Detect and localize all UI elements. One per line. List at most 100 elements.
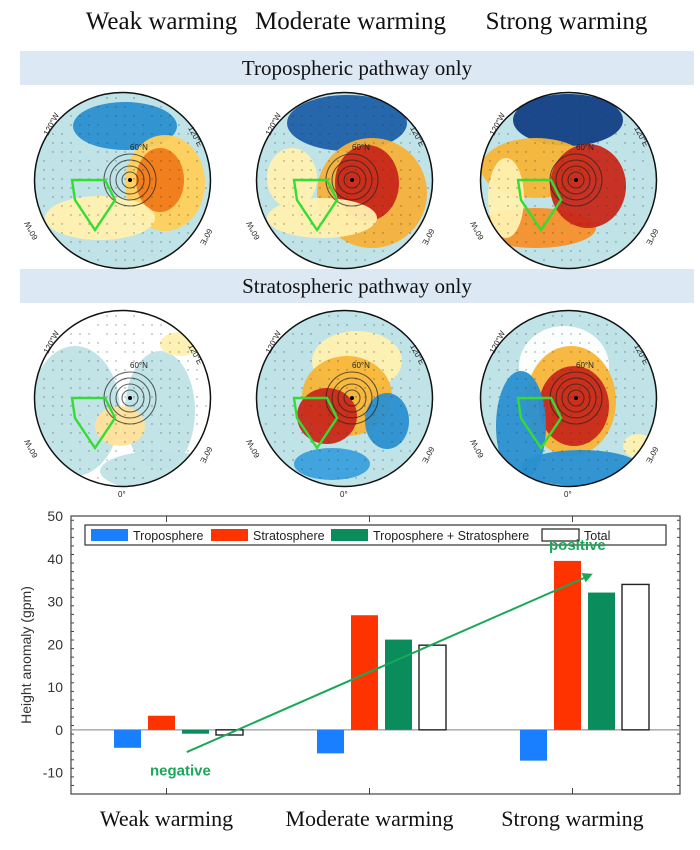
- significance-dot: [418, 205, 420, 207]
- significance-dot: [319, 414, 321, 416]
- significance-dot: [88, 378, 90, 380]
- significance-dot: [106, 414, 108, 416]
- significance-dot: [43, 178, 45, 180]
- significance-dot: [615, 423, 617, 425]
- bar-stratosphere-0: [148, 715, 175, 730]
- significance-dot: [310, 468, 312, 470]
- significance-dot: [337, 106, 339, 108]
- significance-dot: [409, 432, 411, 434]
- significance-dot: [507, 232, 509, 234]
- significance-dot: [328, 187, 330, 189]
- significance-dot: [70, 405, 72, 407]
- significance-dot: [561, 360, 563, 362]
- significance-dot: [579, 351, 581, 353]
- significance-dot: [561, 106, 563, 108]
- significance-dot: [606, 450, 608, 452]
- significance-dot: [570, 396, 572, 398]
- significance-dot: [133, 387, 135, 389]
- significance-dot: [373, 369, 375, 371]
- significance-dot: [106, 106, 108, 108]
- significance-dot: [489, 387, 491, 389]
- significance-dot: [355, 450, 357, 452]
- significance-dot: [552, 187, 554, 189]
- significance-dot: [400, 405, 402, 407]
- significance-dot: [507, 151, 509, 153]
- significance-dot: [552, 232, 554, 234]
- significance-dot: [106, 459, 108, 461]
- significance-dot: [525, 342, 527, 344]
- significance-dot: [624, 378, 626, 380]
- significance-dot: [151, 142, 153, 144]
- significance-dot: [115, 205, 117, 207]
- significance-dot: [274, 178, 276, 180]
- y-tick-label: 50: [47, 508, 63, 524]
- significance-dot: [115, 477, 117, 479]
- significance-dot: [409, 441, 411, 443]
- significance-dot: [561, 196, 563, 198]
- significance-dot: [178, 441, 180, 443]
- significance-dot: [346, 124, 348, 126]
- significance-dot: [606, 360, 608, 362]
- significance-dot: [124, 387, 126, 389]
- significance-dot: [79, 250, 81, 252]
- significance-dot: [328, 160, 330, 162]
- significance-dot: [606, 196, 608, 198]
- significance-dot: [178, 423, 180, 425]
- significance-dot: [142, 196, 144, 198]
- significance-dot: [301, 468, 303, 470]
- significance-dot: [624, 142, 626, 144]
- significance-dot: [151, 396, 153, 398]
- significance-dot: [588, 178, 590, 180]
- legend-swatch: [541, 528, 580, 542]
- significance-dot: [151, 250, 153, 252]
- legend-swatch: [211, 529, 248, 541]
- y-axis-label: Height anomaly (gpm): [18, 586, 34, 724]
- anomaly-contour: [513, 94, 623, 146]
- significance-dot: [124, 333, 126, 335]
- significance-dot: [606, 241, 608, 243]
- significance-dot: [169, 214, 171, 216]
- significance-dot: [151, 405, 153, 407]
- significance-dot: [382, 115, 384, 117]
- significance-dot: [355, 124, 357, 126]
- significance-dot: [534, 160, 536, 162]
- significance-dot: [615, 115, 617, 117]
- significance-dot: [642, 414, 644, 416]
- significance-dot: [52, 405, 54, 407]
- significance-dot: [543, 133, 545, 135]
- significance-dot: [579, 441, 581, 443]
- significance-dot: [61, 178, 63, 180]
- significance-dot: [588, 450, 590, 452]
- significance-dot: [382, 342, 384, 344]
- significance-dot: [579, 169, 581, 171]
- significance-dot: [124, 369, 126, 371]
- significance-dot: [579, 396, 581, 398]
- significance-dot: [133, 477, 135, 479]
- significance-dot: [265, 423, 267, 425]
- significance-dot: [169, 432, 171, 434]
- significance-dot: [570, 151, 572, 153]
- significance-dot: [310, 378, 312, 380]
- significance-dot: [178, 450, 180, 452]
- significance-dot: [400, 342, 402, 344]
- significance-dot: [570, 414, 572, 416]
- significance-dot: [552, 315, 554, 317]
- significance-dot: [588, 396, 590, 398]
- significance-dot: [606, 405, 608, 407]
- significance-dot: [606, 423, 608, 425]
- significance-dot: [187, 369, 189, 371]
- significance-dot: [552, 441, 554, 443]
- label-60w: 60°W: [468, 219, 485, 241]
- polar-map-svg: 120°W 120°E60°W 60°E60°N: [244, 91, 436, 270]
- significance-dot: [525, 351, 527, 353]
- significance-dot: [364, 187, 366, 189]
- significance-dot: [597, 351, 599, 353]
- significance-dot: [52, 369, 54, 371]
- significance-dot: [516, 232, 518, 234]
- significance-dot: [79, 369, 81, 371]
- significance-dot: [97, 232, 99, 234]
- significance-dot: [337, 360, 339, 362]
- significance-dot: [187, 360, 189, 362]
- significance-dot: [133, 342, 135, 344]
- significance-dot: [606, 187, 608, 189]
